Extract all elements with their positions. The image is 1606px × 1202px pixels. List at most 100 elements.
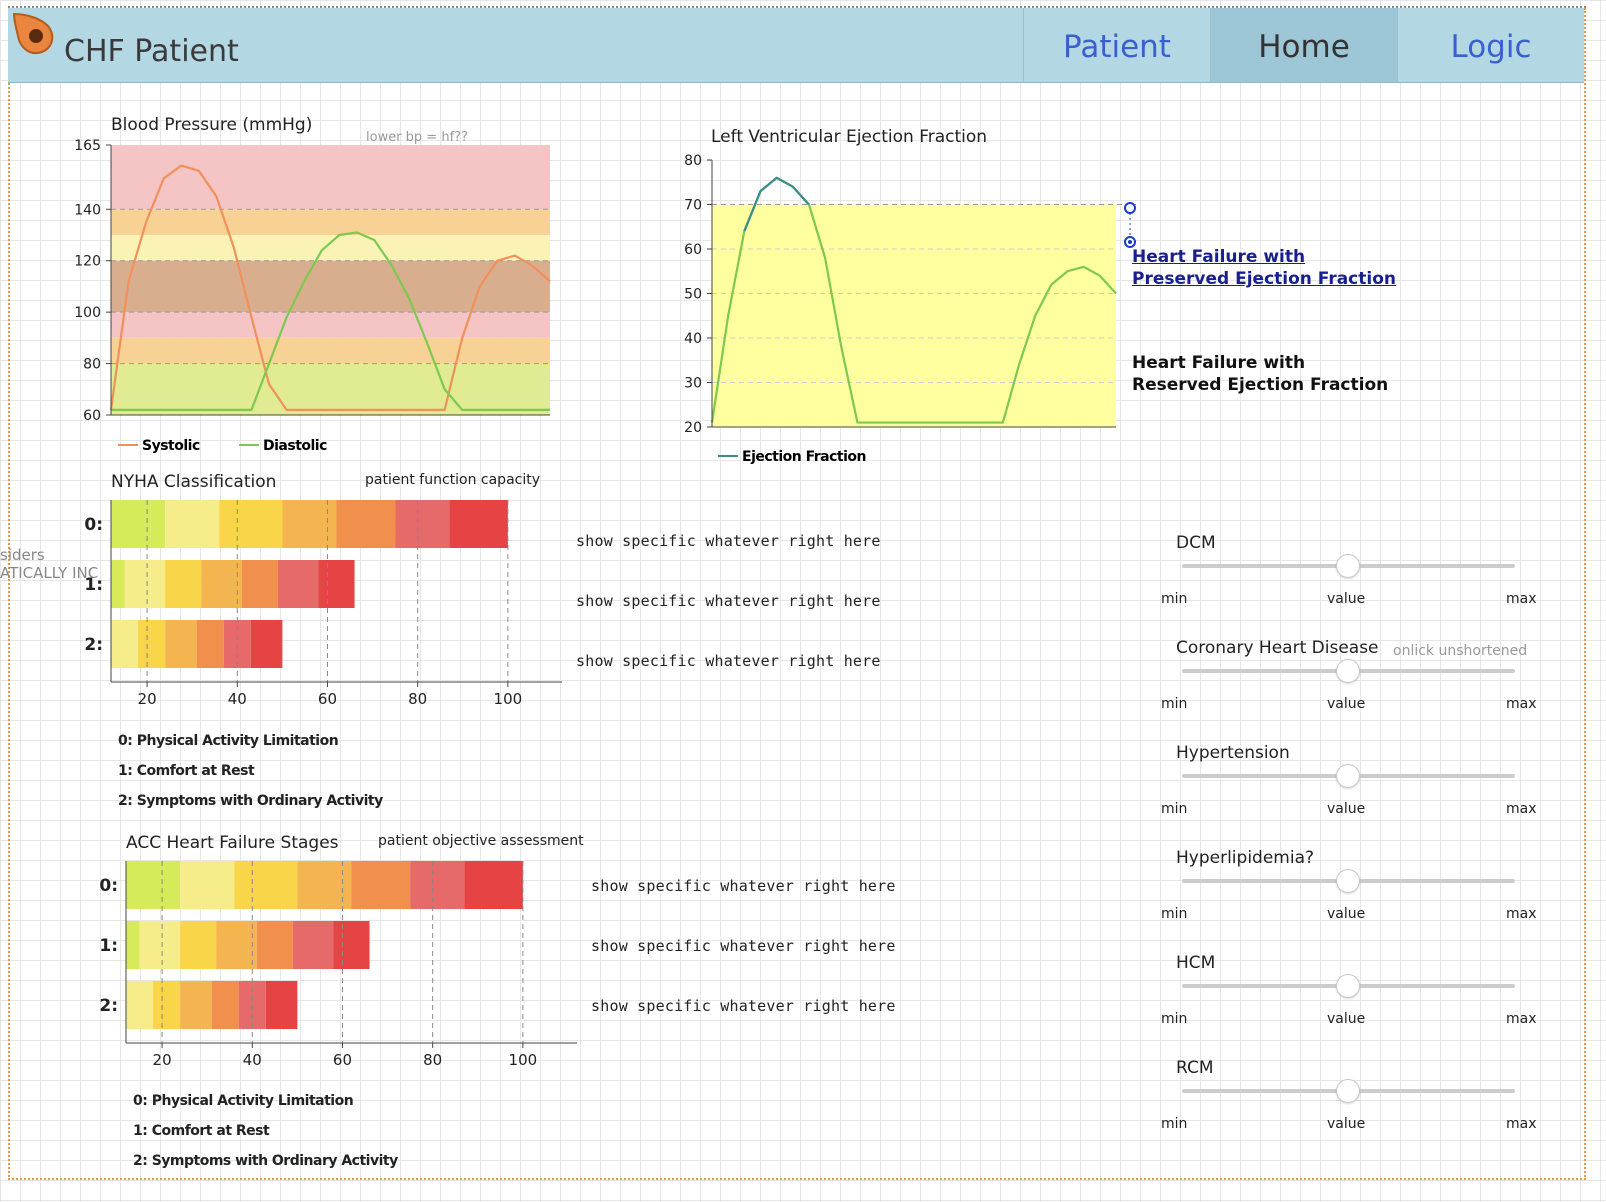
slider-thumb[interactable] [1336, 1079, 1360, 1103]
acc-bar-row2-seg0 [126, 981, 154, 1029]
slider-min-label: min [1161, 1116, 1188, 1132]
bp-ytick-label: 140 [74, 202, 101, 218]
acc-bar-row0-seg5 [410, 861, 465, 909]
slider-value-label: value [1327, 906, 1366, 922]
acc-row-label: 0: [99, 876, 118, 896]
bp-band-6 [111, 363, 550, 415]
nyha-xtick-label: 80 [408, 690, 427, 708]
acc-row-labels: 0: 1: 2: [99, 876, 118, 1016]
connector-handles[interactable] [1120, 198, 1140, 250]
nav-logic[interactable]: Logic [1397, 8, 1584, 82]
bp-legend-diastolic: Diastolic [263, 438, 327, 454]
hf-reserved-line-2: Reserved Ejection Fraction [1132, 375, 1389, 395]
acc-bar-row0-seg3 [297, 861, 352, 909]
slider-0: DCM min value max [1160, 533, 1540, 623]
bp-band-1 [111, 209, 550, 235]
nyha-row-labels: 0: 1: 2: [84, 515, 103, 655]
lvef-legend-label: Ejection Fraction [742, 449, 866, 465]
nyha-xtick-label: 40 [228, 690, 247, 708]
slider-thumb[interactable] [1336, 764, 1360, 788]
acc-bar-row0-seg1 [180, 861, 235, 909]
slider-thumb[interactable] [1336, 974, 1360, 998]
nyha-bar-row2-seg3 [196, 620, 224, 668]
connector-handle-dot [1128, 240, 1132, 244]
acc-legend-0: 0: Physical Activity Limitation [133, 1093, 354, 1109]
acc-show-0: show specific whatever right here [591, 877, 896, 895]
hf-preserved-label[interactable]: Heart Failure with Preserved Ejection Fr… [1132, 246, 1396, 290]
slider-thumb[interactable] [1336, 554, 1360, 578]
connector-handle-top[interactable] [1124, 202, 1136, 214]
nyha-bar-row1-seg2 [165, 560, 202, 608]
bp-band-4 [111, 312, 550, 338]
acc-bar-row1-seg4 [256, 921, 293, 969]
nyha-bar-row2-seg0 [111, 620, 139, 668]
nyha-show-0: show specific whatever right here [576, 532, 881, 550]
nyha-bar-row1-seg6 [318, 560, 355, 608]
top-nav: Patient Home Logic [1023, 8, 1584, 82]
acc-bar-row2-seg5 [265, 981, 298, 1029]
slider-min-label: min [1161, 696, 1188, 712]
acc-bar-row1-seg1 [139, 921, 181, 969]
lvef-y-ticks: 80 70 60 50 40 30 20 [684, 153, 712, 436]
slider-value-label: value [1327, 1116, 1366, 1132]
slider-5: RCM min value max [1160, 1058, 1540, 1148]
bp-ytick-label: 60 [83, 408, 101, 424]
bp-series-lines [109, 164, 551, 411]
bp-band-0 [111, 145, 550, 210]
acc-bar-row0-seg0 [126, 861, 181, 909]
nyha-chart-title: NYHA Classification [111, 472, 277, 492]
nav-home[interactable]: Home [1210, 8, 1397, 82]
acc-show-1: show specific whatever right here [591, 937, 896, 955]
lvef-chart-title: Left Ventricular Ejection Fraction [711, 127, 988, 147]
side-hint-line-1: siders [0, 546, 45, 564]
bp-chart: 165 140 120 100 80 60 Systolic Diastolic [74, 138, 551, 454]
acc-show-2: show specific whatever right here [591, 997, 896, 1015]
acc-row-label: 1: [99, 936, 118, 956]
slider-label: Hypertension [1176, 743, 1290, 763]
acc-bar-row2-seg3 [211, 981, 239, 1029]
nyha-bar-row2-seg5 [250, 620, 283, 668]
app-logo-icon [12, 12, 54, 54]
acc-bar-row0-seg6 [464, 861, 523, 909]
nyha-legend-2: 2: Symptoms with Ordinary Activity [118, 793, 383, 809]
slider-value-label: value [1327, 696, 1366, 712]
lvef-ytick-label: 60 [684, 242, 702, 258]
slider-thumb[interactable] [1336, 659, 1360, 683]
nyha-bar-row0-seg1 [165, 500, 220, 548]
lvef-series-peak [743, 176, 810, 232]
nyha-bar-row0-seg5 [395, 500, 450, 548]
bp-gridlines [111, 208, 550, 365]
bp-ytick-label: 100 [74, 305, 101, 321]
bp-bands [111, 145, 550, 415]
nyha-bar-row1-seg5 [277, 560, 319, 608]
slider-value-label: value [1327, 1011, 1366, 1027]
lvef-gridlines [712, 204, 1136, 383]
slider-label: Hyperlipidemia? [1176, 848, 1315, 868]
nyha-bar-row0-seg0 [111, 500, 166, 548]
hf-preserved-line-2: Preserved Ejection Fraction [1132, 269, 1396, 289]
acc-note: patient objective assessment [378, 833, 584, 849]
nyha-bar-row0-seg3 [282, 500, 337, 548]
nav-patient[interactable]: Patient [1023, 8, 1210, 82]
nyha-chart: 0: 1: 2: 20 40 60 80 100 [84, 500, 562, 708]
acc-x-ticks: 20 40 60 80 100 [153, 1043, 537, 1069]
lvef-chart: 80 70 60 50 40 30 20 Ejection Fraction [684, 153, 1136, 465]
bp-chart-title: Blood Pressure (mmHg) [111, 115, 313, 135]
slider-hint: onlick unshortened [1393, 643, 1528, 659]
bp-legend: Systolic Diastolic [118, 438, 328, 454]
acc-xtick-label: 40 [243, 1051, 262, 1069]
bp-ytick-label: 120 [74, 254, 101, 270]
acc-bar-row2-seg1 [153, 981, 181, 1029]
nyha-row-label: 0: [84, 515, 103, 535]
nyha-gridlines [146, 500, 509, 682]
lvef-band [712, 204, 1116, 427]
bp-ytick-label: 165 [74, 138, 101, 154]
lvef-ytick-label: 70 [684, 198, 702, 214]
bp-band-2 [111, 235, 550, 261]
acc-bar-row2-seg2 [180, 981, 212, 1029]
nyha-row-label: 1: [84, 575, 103, 595]
acc-bar-row1-seg2 [180, 921, 217, 969]
slider-thumb[interactable] [1336, 869, 1360, 893]
slider-min-label: min [1161, 1011, 1188, 1027]
lvef-ytick-label: 80 [684, 153, 702, 169]
